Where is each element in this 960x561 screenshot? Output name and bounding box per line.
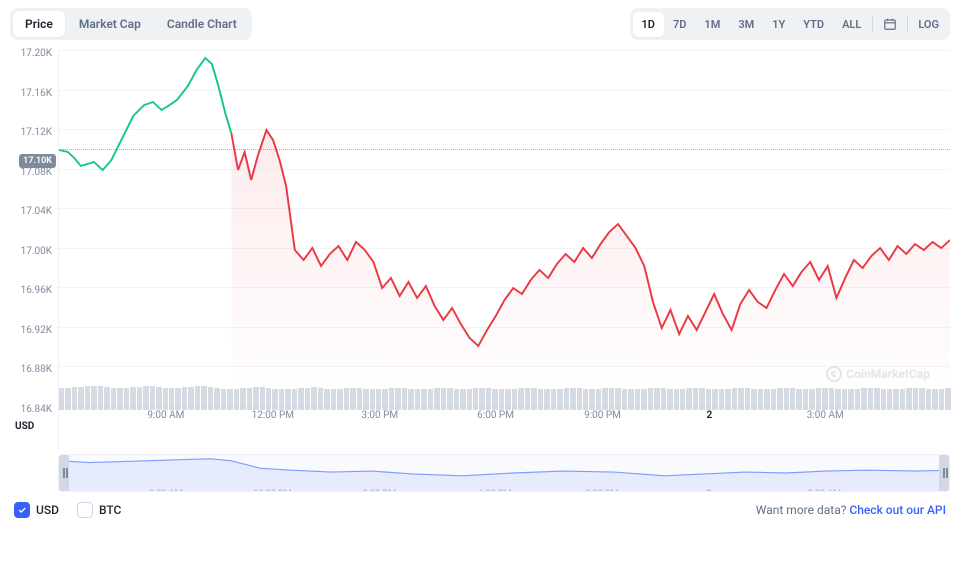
range-7d[interactable]: 7D [664, 12, 695, 37]
range-1m[interactable]: 1M [695, 12, 729, 37]
calendar-icon[interactable] [875, 11, 905, 37]
range-1d[interactable]: 1D [633, 12, 664, 37]
time-brush[interactable]: 9:00 AM12:00 PM3:00 PM6:00 PM9:00 PM23:0… [58, 454, 950, 492]
x-tick: 3:00 AM [807, 410, 844, 421]
legend-usd[interactable]: USD [14, 502, 59, 518]
legend-btc[interactable]: BTC [77, 502, 121, 518]
x-tick: 12:00 PM [252, 410, 294, 421]
y-axis-unit: USD [15, 421, 34, 432]
api-prompt: Want more data? Check out our API [756, 503, 946, 517]
x-tick: 6:00 PM [477, 410, 514, 421]
time-range-group: 1D7D1M3M1YYTDALL LOG [630, 8, 951, 40]
y-axis: 17.10K 17.20K17.16K17.12K17.08K17.04K17.… [10, 50, 58, 450]
chart-type-tabs: PriceMarket CapCandle Chart [10, 8, 252, 40]
x-axis: 9:00 AM 12:00 PM 3:00 PM 6:00 PM 9:00 PM 2 3:0… [59, 410, 950, 432]
x-tick: 3:00 PM [361, 410, 398, 421]
api-link[interactable]: Check out our API [849, 503, 946, 517]
range-3m[interactable]: 3M [729, 12, 763, 37]
price-chart: 17.10K 17.20K17.16K17.12K17.08K17.04K17.… [10, 50, 950, 450]
range-1y[interactable]: 1Y [763, 12, 794, 37]
tab-price[interactable]: Price [13, 11, 65, 37]
plot-area[interactable]: CoinMarketCap 9:00 AM 12:00 PM 3:00 PM 6:00… [58, 50, 950, 450]
log-toggle[interactable]: LOG [910, 12, 947, 37]
volume-bars [59, 380, 950, 410]
x-tick: 9:00 AM [147, 410, 184, 421]
price-line-svg [59, 50, 950, 410]
brush-handle-right[interactable] [939, 455, 949, 491]
x-tick: 2 [707, 410, 713, 421]
tab-market-cap[interactable]: Market Cap [67, 11, 153, 37]
brush-handle-left[interactable] [59, 455, 69, 491]
watermark: CoinMarketCap [826, 366, 930, 382]
range-ytd[interactable]: YTD [794, 12, 833, 37]
current-price-label: 17.10K [19, 154, 56, 168]
range-all[interactable]: ALL [833, 12, 870, 37]
brush-svg [59, 455, 949, 491]
x-tick: 9:00 PM [584, 410, 621, 421]
tab-candle-chart[interactable]: Candle Chart [155, 11, 249, 37]
legend: USD BTC [14, 502, 121, 518]
